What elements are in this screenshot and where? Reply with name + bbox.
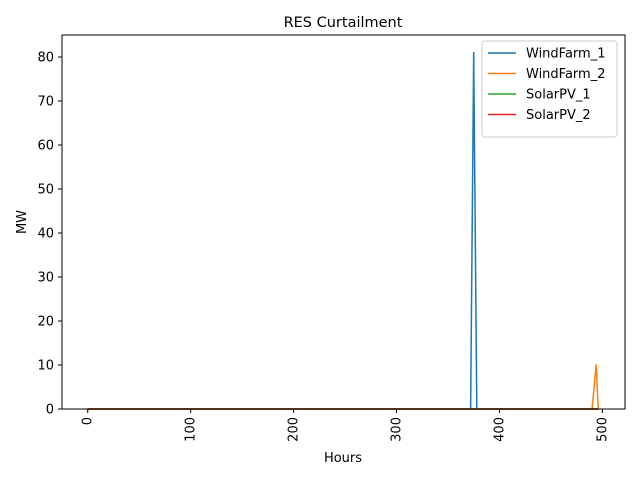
x-tick-label: 100	[184, 417, 199, 442]
y-tick-label: 50	[37, 183, 54, 198]
legend-label: WindFarm_1	[526, 47, 605, 62]
y-axis-label: MW	[15, 210, 30, 234]
y-tick-label: 10	[37, 359, 54, 374]
x-tick-label: 200	[287, 417, 302, 442]
y-tick-label: 40	[37, 227, 54, 242]
y-axis: 0 10 20 30 40 50 60 70 80	[37, 51, 62, 418]
legend-label: SolarPV_1	[526, 88, 591, 103]
y-tick-label: 70	[37, 95, 54, 110]
legend: WindFarm_1 WindFarm_2 SolarPV_1 SolarPV_2	[481, 40, 618, 138]
x-tick-label: 500	[595, 417, 610, 442]
y-tick-label: 80	[37, 51, 54, 66]
y-tick-label: 60	[37, 139, 54, 154]
plot-frame	[61, 34, 626, 410]
y-tick-label: 20	[37, 315, 54, 330]
y-tick-label: 0	[46, 403, 54, 418]
x-tick-label: 0	[81, 417, 96, 425]
chart-title: RES Curtailment	[284, 15, 403, 31]
x-axis: 0 100 200 300 400 500	[81, 409, 610, 442]
x-tick-label: 400	[492, 417, 507, 442]
x-tick-label: 300	[390, 417, 405, 442]
x-axis-label: Hours	[324, 451, 362, 466]
legend-box	[481, 40, 618, 138]
legend-label: WindFarm_2	[526, 67, 605, 82]
legend-label: SolarPV_2	[526, 108, 591, 123]
y-tick-label: 30	[37, 271, 54, 286]
